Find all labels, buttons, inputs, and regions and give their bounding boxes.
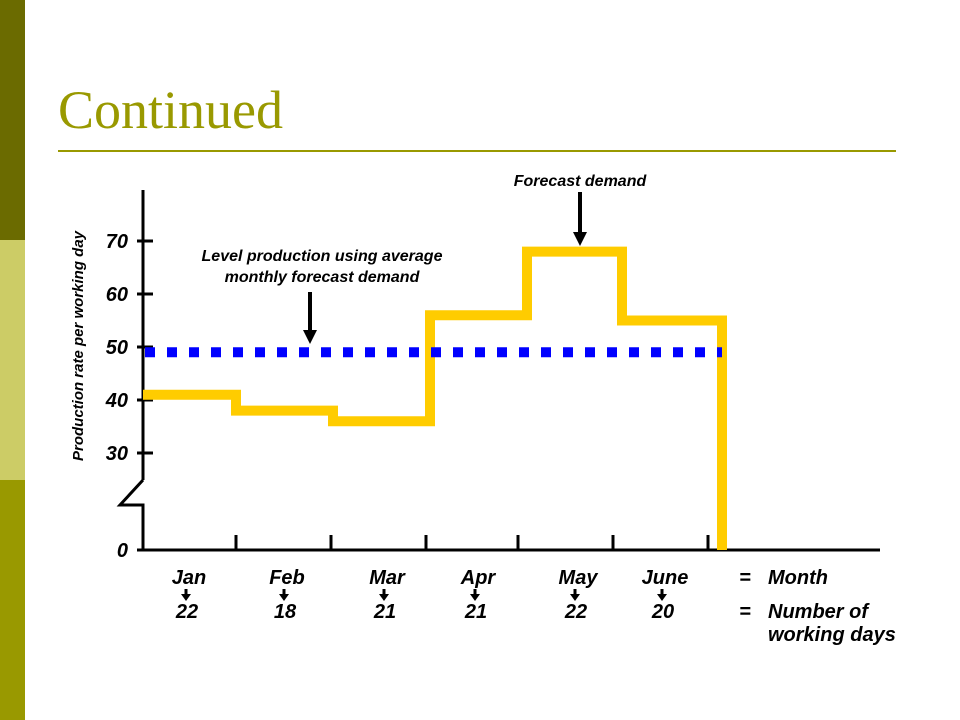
y-tick-label-70: 70 [106,231,128,253]
y-axis-label: Production rate per working day [70,230,87,461]
month-labels: Jan Feb Mar Apr May June [172,567,689,601]
y-tick-label-30: 30 [106,443,128,465]
month-label-apr: Apr [460,567,497,589]
working-days-mar: 21 [373,601,396,623]
y-tick-label-60: 60 [106,284,128,306]
month-arrow-head-6 [657,594,667,601]
month-arrow-head-4 [470,594,480,601]
level-arrow-head [303,330,317,344]
month-arrow-head-1 [181,594,191,601]
sidebar-band-bottom [0,480,25,720]
annotation-arrows [303,192,587,344]
row-labels: = Month = Number of working days [739,567,896,646]
working-days-jan: 22 [175,601,198,623]
month-label-june: June [642,567,689,589]
working-days-row-label-line-2: working days [768,624,896,646]
working-days-row-label: Number of working days [768,601,896,646]
level-annotation-line2: monthly forecast demand [225,269,421,286]
title-rule [58,150,896,152]
month-arrow-head-2 [279,594,289,601]
sidebar-band-middle [0,240,25,480]
y-tick-labels: 0 30 40 50 60 70 [105,231,128,562]
month-arrow-head-5 [570,594,580,601]
month-arrow-head-3 [379,594,389,601]
working-days-apr: 21 [464,601,487,623]
month-label-mar: Mar [369,567,406,589]
slide-title: Continued [58,80,283,140]
working-days-june: 20 [651,601,674,623]
axes [116,190,880,552]
y-axis-break [116,478,145,550]
forecast-arrow-head [573,232,587,246]
forecast-annotation: Forecast demand [514,173,648,190]
month-label-feb: Feb [269,567,305,589]
series-layer [143,246,727,550]
working-day-labels: 22 18 21 21 22 20 [175,601,674,623]
equals-sign-days: = [739,601,751,623]
month-row-label: Month [768,567,828,589]
level-annotation-line1: Level production using average [202,248,443,265]
working-days-row-label-line-1: Number of [768,601,870,623]
y-tick-label-40: 40 [105,390,128,412]
forecast-demand-line [143,246,727,550]
y-tick-label-50: 50 [106,337,128,359]
working-days-feb: 18 [274,601,297,623]
equals-sign-month: = [739,567,751,589]
working-days-may: 22 [564,601,587,623]
month-label-jan: Jan [172,567,206,589]
sidebar-band-top [0,0,25,240]
month-label-may: May [559,567,599,589]
y-tick-label-0: 0 [117,540,128,562]
